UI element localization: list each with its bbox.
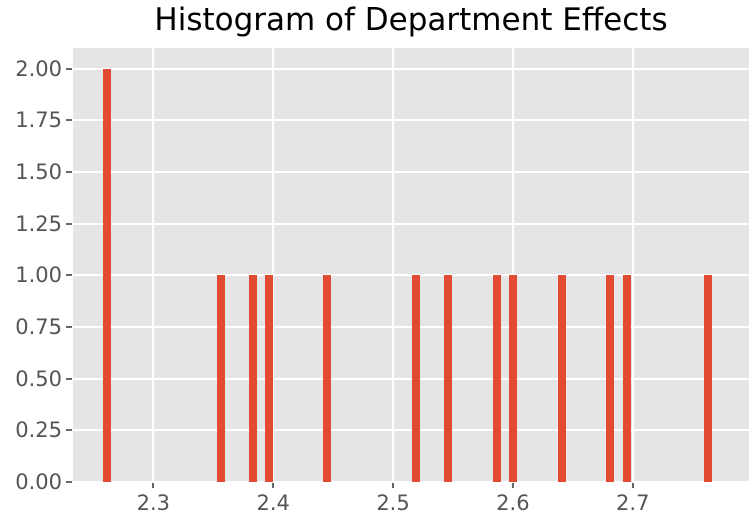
histogram-bar (217, 275, 226, 482)
histogram-bar (264, 275, 273, 482)
gridline-horizontal (73, 274, 749, 277)
y-tick-mark (66, 171, 72, 173)
gridline-horizontal (73, 429, 749, 432)
x-tick-label: 2.5 (376, 491, 410, 515)
histogram-bar (443, 275, 452, 482)
y-tick-mark (66, 67, 72, 70)
x-tick-label: 2.7 (616, 491, 650, 515)
x-tick-mark (152, 483, 155, 488)
histogram-bar (249, 275, 258, 482)
y-tick-mark (66, 119, 72, 122)
y-tick-label: 0.75 (15, 315, 62, 339)
gridline-horizontal (73, 171, 749, 173)
gridline-horizontal (73, 377, 749, 380)
y-tick-label: 0.00 (15, 470, 62, 494)
gridline-vertical (631, 48, 634, 482)
histogram-bar (622, 275, 631, 482)
y-tick-label: 0.25 (15, 418, 62, 443)
histogram-bar (508, 275, 517, 482)
gridline-vertical (272, 48, 275, 482)
gridline-vertical (152, 48, 155, 482)
histogram-bar (493, 275, 502, 482)
plot-area (73, 48, 749, 483)
x-tick-mark (392, 483, 395, 488)
x-tick-label: 2.3 (136, 491, 170, 515)
y-tick-label: 1.25 (15, 211, 62, 236)
gridline-vertical (392, 48, 395, 482)
x-tick-label: 2.6 (496, 491, 530, 515)
histogram-bar (605, 275, 614, 482)
y-tick-label: 0.50 (15, 366, 62, 391)
gridline-horizontal (73, 119, 749, 122)
gridline-horizontal (73, 67, 749, 70)
x-tick-mark (511, 483, 514, 488)
gridline-horizontal (73, 326, 749, 328)
y-tick-mark (66, 274, 72, 277)
y-tick-label: 1.50 (15, 160, 62, 184)
y-tick-label: 2.00 (15, 56, 62, 81)
y-tick-label: 1.00 (15, 263, 62, 288)
histogram-bar (322, 275, 331, 482)
gridline-horizontal (73, 222, 749, 225)
histogram-bar (103, 68, 112, 482)
histogram-bar (411, 275, 420, 482)
x-tick-mark (272, 483, 275, 488)
histogram-bar (703, 275, 712, 482)
y-tick-mark (66, 377, 72, 380)
x-tick-label: 2.4 (256, 491, 290, 515)
x-tick-mark (631, 483, 634, 488)
y-tick-label: 1.75 (15, 108, 62, 133)
chart-title: Histogram of Department Effects (154, 2, 668, 38)
y-tick-mark (66, 222, 72, 225)
gridline-horizontal (73, 481, 749, 483)
histogram-bar (558, 275, 567, 482)
gridline-vertical (511, 48, 514, 482)
y-tick-mark (66, 429, 72, 432)
y-tick-mark (66, 326, 72, 328)
y-tick-mark (66, 481, 72, 483)
